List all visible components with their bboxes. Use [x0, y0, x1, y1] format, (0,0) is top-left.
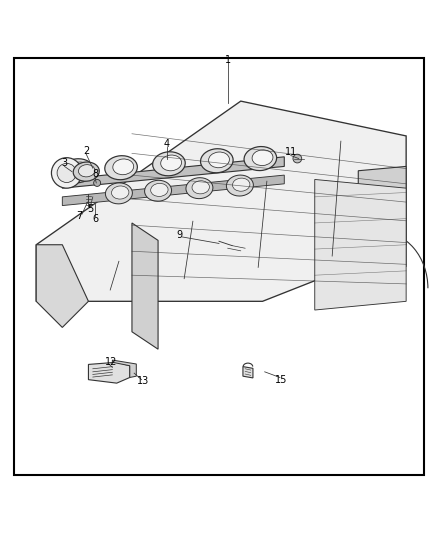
Text: 11: 11 — [285, 148, 297, 157]
Text: 6: 6 — [92, 214, 98, 224]
Ellipse shape — [105, 156, 138, 180]
Text: 2: 2 — [83, 146, 89, 156]
Ellipse shape — [112, 186, 129, 199]
Ellipse shape — [233, 178, 250, 191]
Ellipse shape — [186, 177, 213, 199]
Text: 15: 15 — [275, 375, 287, 385]
Text: 7: 7 — [76, 211, 82, 221]
Circle shape — [94, 180, 101, 187]
Polygon shape — [36, 245, 88, 327]
Text: 12: 12 — [105, 357, 117, 367]
Polygon shape — [358, 166, 406, 275]
Polygon shape — [88, 362, 130, 383]
Text: 13: 13 — [137, 376, 149, 386]
Ellipse shape — [69, 162, 90, 177]
Text: 9: 9 — [176, 230, 182, 240]
Text: 8: 8 — [92, 169, 98, 179]
Polygon shape — [113, 360, 136, 377]
Ellipse shape — [73, 162, 99, 181]
Ellipse shape — [61, 159, 94, 183]
Ellipse shape — [78, 165, 95, 177]
Ellipse shape — [113, 159, 134, 175]
Ellipse shape — [252, 150, 273, 166]
Ellipse shape — [151, 183, 168, 197]
Polygon shape — [132, 223, 158, 349]
Polygon shape — [315, 180, 406, 310]
Ellipse shape — [153, 152, 185, 176]
Text: 5: 5 — [88, 204, 94, 214]
Ellipse shape — [106, 183, 132, 204]
Ellipse shape — [226, 175, 253, 196]
Polygon shape — [36, 101, 406, 301]
Circle shape — [293, 154, 302, 163]
Ellipse shape — [244, 147, 277, 171]
Text: 3: 3 — [61, 158, 67, 168]
Ellipse shape — [161, 155, 182, 171]
Text: 4: 4 — [164, 139, 170, 149]
Polygon shape — [243, 367, 253, 378]
Ellipse shape — [201, 149, 233, 173]
Ellipse shape — [208, 152, 230, 168]
Circle shape — [57, 163, 76, 182]
Polygon shape — [62, 175, 284, 206]
Ellipse shape — [145, 180, 172, 201]
Polygon shape — [62, 157, 284, 188]
Text: 1: 1 — [225, 55, 231, 65]
Circle shape — [51, 158, 82, 188]
Ellipse shape — [192, 181, 209, 194]
